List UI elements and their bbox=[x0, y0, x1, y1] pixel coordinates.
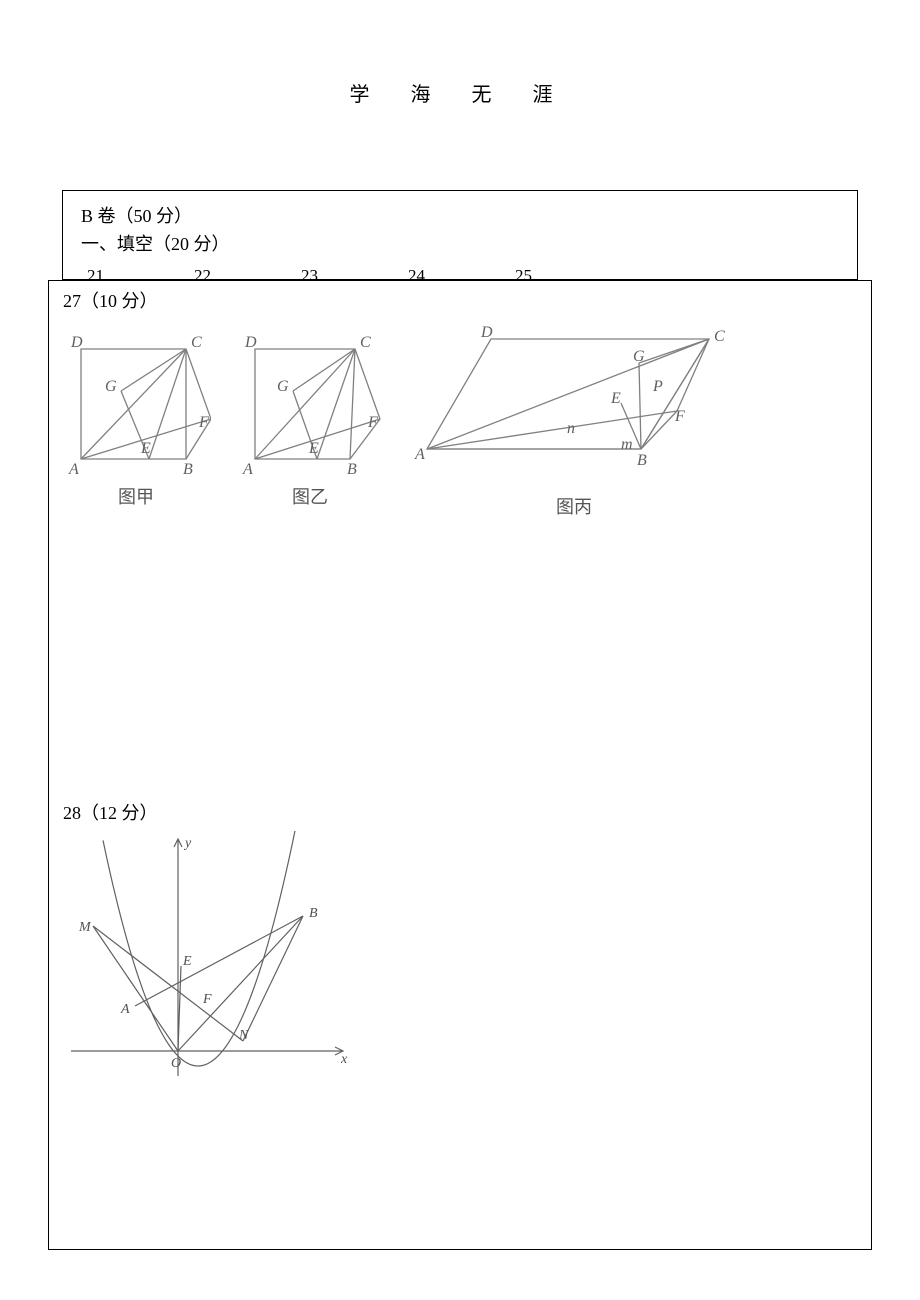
svg-text:F: F bbox=[674, 408, 685, 425]
q27-figures: A B C D E F G 图甲 A B C D E F G 图乙 D C A B F G E Pn m 图丙 bbox=[61, 319, 857, 519]
svg-text:n: n bbox=[567, 420, 575, 437]
svg-text:y: y bbox=[183, 836, 192, 851]
svg-text:D: D bbox=[244, 334, 257, 351]
svg-text:A: A bbox=[414, 446, 425, 463]
svg-text:x: x bbox=[340, 1052, 348, 1067]
fig-jia-block: A B C D E F G 图甲 bbox=[61, 319, 211, 509]
fill-title: 一、填空（20 分） bbox=[81, 231, 839, 259]
q28: 28（12 分） y x O A B M N E F bbox=[63, 799, 857, 1091]
page-header: 学 海 无 涯 bbox=[0, 0, 920, 107]
svg-text:F: F bbox=[202, 992, 212, 1007]
b-title: B 卷（50 分） bbox=[81, 203, 839, 231]
svg-text:E: E bbox=[308, 440, 319, 457]
fig-jia: A B C D E F G bbox=[61, 319, 211, 479]
svg-text:P: P bbox=[652, 378, 663, 395]
svg-text:B: B bbox=[309, 906, 318, 921]
svg-text:F: F bbox=[367, 414, 378, 431]
svg-text:N: N bbox=[238, 1028, 249, 1043]
questions-box: 27（10 分） A B C D E F G 图甲 A B C D E F G 图乙 D C A B F G E Pn… bbox=[48, 280, 872, 1250]
svg-text:E: E bbox=[140, 440, 151, 457]
svg-text:A: A bbox=[68, 461, 79, 478]
fig-jia-label: 图甲 bbox=[118, 483, 154, 509]
svg-text:D: D bbox=[70, 334, 83, 351]
fig-bing: D C A B F G E Pn m bbox=[409, 319, 739, 489]
fig-28: y x O A B M N E F bbox=[63, 831, 363, 1091]
fig-bing-block: D C A B F G E Pn m 图丙 bbox=[409, 319, 739, 519]
svg-text:E: E bbox=[182, 954, 192, 969]
svg-text:C: C bbox=[360, 334, 371, 351]
svg-text:C: C bbox=[191, 334, 202, 351]
svg-text:B: B bbox=[637, 452, 647, 469]
svg-text:M: M bbox=[78, 920, 92, 935]
svg-text:G: G bbox=[105, 378, 117, 395]
q28-title: 28（12 分） bbox=[63, 799, 857, 825]
fig-bing-label: 图丙 bbox=[556, 493, 592, 519]
svg-text:m: m bbox=[621, 436, 633, 453]
q27-title: 27（10 分） bbox=[63, 287, 857, 313]
svg-text:A: A bbox=[242, 461, 253, 478]
svg-text:G: G bbox=[277, 378, 289, 395]
svg-text:D: D bbox=[480, 324, 493, 341]
svg-text:A: A bbox=[120, 1002, 130, 1017]
svg-text:G: G bbox=[633, 348, 645, 365]
svg-text:C: C bbox=[714, 328, 725, 345]
fig-yi-block: A B C D E F G 图乙 bbox=[235, 319, 385, 509]
svg-text:B: B bbox=[347, 461, 357, 478]
svg-text:E: E bbox=[610, 390, 621, 407]
svg-text:F: F bbox=[198, 414, 209, 431]
fig-yi-label: 图乙 bbox=[292, 483, 328, 509]
fig-yi: A B C D E F G bbox=[235, 319, 385, 479]
svg-text:O: O bbox=[171, 1056, 181, 1071]
section-b-box: B 卷（50 分） 一、填空（20 分） 21 22 23 24 25 bbox=[62, 190, 858, 280]
svg-text:B: B bbox=[183, 461, 193, 478]
